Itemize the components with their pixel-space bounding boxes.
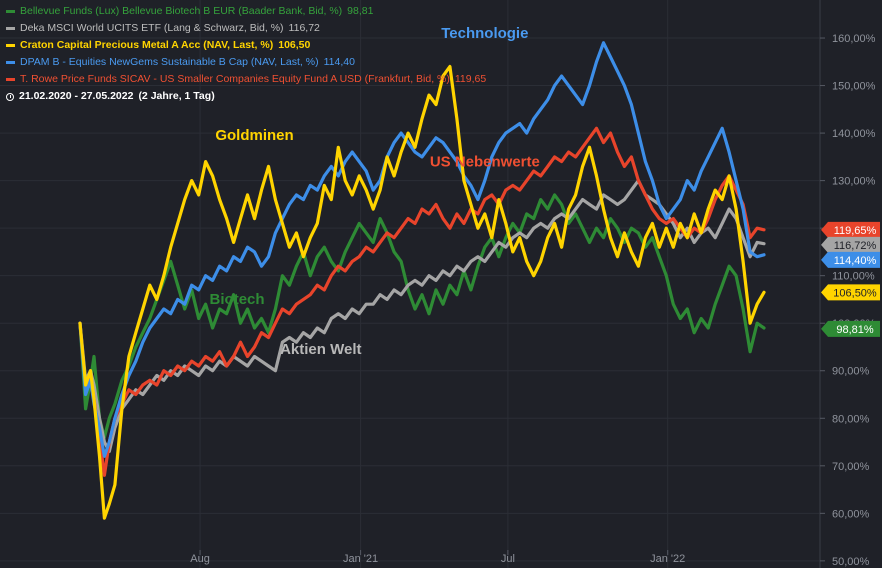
series-line-tech: [78, 41, 766, 458]
annotation-tech: Technologie: [441, 25, 528, 42]
end-label-box: [821, 236, 880, 253]
series-line-us: [78, 126, 766, 477]
annotation-us: US Nebenwerte: [430, 153, 540, 170]
y-tick-label: 80,00%: [832, 413, 870, 425]
legend-label: Bellevue Funds (Lux) Bellevue Biotech B …: [20, 5, 343, 17]
y-tick-label: 70,00%: [832, 461, 870, 473]
legend-value: 116,72: [288, 22, 320, 34]
series-annotations: Technologie Goldminen US Nebenwerte Biotech…: [210, 25, 540, 358]
legend-item[interactable]: Deka MSCI World UCITS ETF (Lang & Schwar…: [6, 20, 486, 37]
end-label-box: [821, 320, 880, 337]
legend-swatch: [6, 27, 15, 30]
annotation-gold: Goldminen: [215, 127, 293, 144]
clock-icon: [6, 92, 14, 101]
series-line-gold: [78, 64, 766, 520]
end-label-gold: 106,50%: [821, 284, 880, 301]
annotation-bio: Biotech: [210, 291, 265, 308]
y-tick-label: 90,00%: [832, 366, 870, 378]
x-tick-label: Jul: [501, 553, 515, 565]
x-tick-label: Jan '21: [343, 553, 378, 565]
legend-value: 114,40: [323, 56, 355, 68]
legend-item[interactable]: T. Rowe Price Funds SICAV - US Smaller C…: [6, 71, 486, 88]
end-label-box: [821, 251, 880, 268]
end-label-us: 119,65%: [821, 221, 880, 238]
y-tick-label: 140,00%: [832, 128, 876, 140]
y-axis-ticks: 50,00%60,00%70,00%80,00%90,00%100,00%110…: [820, 33, 876, 568]
legend-value: 106,50: [278, 39, 311, 51]
end-label-world: 116,72%: [821, 236, 880, 253]
legend-value: 119,65: [454, 73, 487, 85]
y-tick-label: 50,00%: [832, 556, 870, 568]
x-tick-label: Aug: [190, 553, 210, 565]
legend-label: 21.02.2020 - 27.05.2022: [19, 90, 134, 102]
end-label-text: 106,50%: [833, 287, 877, 299]
end-label-box: [821, 221, 880, 238]
y-tick-label: 150,00%: [832, 81, 876, 93]
y-tick-label: 110,00%: [832, 271, 875, 283]
end-value-labels: 119,65% 116,72% 114,40% 106,50% 98,81%: [821, 221, 880, 337]
legend-item[interactable]: 21.02.2020 - 27.05.2022 (2 Jahre, 1 Tag): [6, 88, 486, 105]
legend-label: DPAM B - Equities NewGems Sustainable B …: [20, 56, 319, 68]
end-label-text: 98,81%: [836, 324, 874, 336]
legend-label: Deka MSCI World UCITS ETF (Lang & Schwar…: [20, 22, 284, 34]
x-tick-label: Jan '22: [650, 553, 685, 565]
y-tick-label: 60,00%: [832, 508, 870, 520]
annotation-world: Aktien Welt: [280, 341, 361, 358]
end-label-box: [821, 284, 880, 301]
end-label-tech: 114,40%: [821, 251, 880, 268]
legend-swatch: [6, 10, 15, 13]
legend-label: T. Rowe Price Funds SICAV - US Smaller C…: [20, 73, 450, 85]
end-label-bio: 98,81%: [821, 320, 880, 337]
x-axis-ticks: Aug Jan '21 Jul Jan '22: [190, 550, 685, 565]
legend: Bellevue Funds (Lux) Bellevue Biotech B …: [6, 3, 486, 105]
legend-label: Craton Capital Precious Metal A Acc (NAV…: [20, 39, 274, 51]
legend-value: 98,81: [347, 5, 374, 17]
legend-swatch: [6, 78, 15, 81]
legend-item[interactable]: Craton Capital Precious Metal A Acc (NAV…: [6, 37, 486, 54]
y-tick-label: 130,00%: [832, 176, 876, 188]
legend-swatch: [6, 61, 15, 64]
end-label-text: 114,40%: [834, 255, 877, 267]
legend-item[interactable]: DPAM B - Equities NewGems Sustainable B …: [6, 54, 486, 71]
series-lines: [78, 41, 766, 520]
end-label-text: 119,65%: [834, 225, 877, 237]
legend-value: (2 Jahre, 1 Tag): [138, 90, 215, 102]
end-label-text: 116,72%: [834, 240, 877, 252]
y-tick-label: 160,00%: [832, 33, 876, 45]
gridlines: [0, 0, 820, 568]
legend-swatch: [6, 44, 15, 47]
legend-item[interactable]: Bellevue Funds (Lux) Bellevue Biotech B …: [6, 3, 486, 20]
